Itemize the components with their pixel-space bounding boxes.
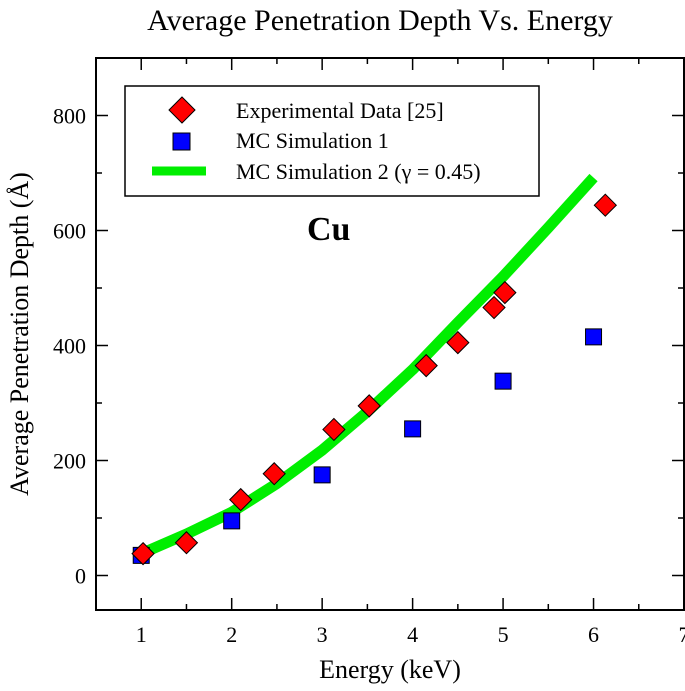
x-tick-label: 6 <box>588 622 599 647</box>
legend-label-experimental: Experimental Data [25] <box>236 98 444 123</box>
data-point-experimental <box>493 280 517 305</box>
data-point-experimental <box>174 531 199 555</box>
x-tick-label: 5 <box>498 622 509 647</box>
y-axis-label: Average Penetration Depth (Å) <box>5 172 34 496</box>
data-point-mc1 <box>404 420 422 438</box>
data-point-mc1 <box>585 328 603 346</box>
data-point-mc1 <box>494 372 512 390</box>
data-point-experimental <box>446 330 470 355</box>
x-axis-label: Energy (keV) <box>319 655 461 684</box>
annotation-cu: Cu <box>307 211 350 248</box>
legend-label-mc2: MC Simulation 2 (γ = 0.45) <box>236 159 481 184</box>
legend-label-mc1: MC Simulation 1 <box>236 128 389 153</box>
data-point-experimental <box>593 193 618 217</box>
x-tick-label: 7 <box>679 622 685 647</box>
plot-frame <box>95 57 685 611</box>
legend-square-icon <box>172 132 191 151</box>
legend-box <box>124 85 540 197</box>
x-tick-label: 2 <box>226 622 237 647</box>
data-point-experimental <box>262 462 286 486</box>
data-point-experimental <box>482 295 506 320</box>
data-point-experimental <box>131 541 155 566</box>
legend-diamond-icon <box>168 96 196 124</box>
x-tick-label: 3 <box>317 622 328 647</box>
x-tick-label: 1 <box>136 622 147 647</box>
y-tick-label: 800 <box>53 104 86 129</box>
data-point-experimental <box>357 394 381 418</box>
series-layer <box>131 173 618 566</box>
legend: Experimental Data [25] MC Simulation 1 M… <box>124 85 540 197</box>
y-tick-label: 0 <box>75 564 86 589</box>
data-point-mc1 <box>223 512 241 530</box>
data-point-mc1 <box>313 466 331 484</box>
y-tick-label: 400 <box>53 334 86 359</box>
y-tick-label: 600 <box>53 219 86 244</box>
data-point-experimental <box>414 353 438 378</box>
data-point-experimental <box>322 417 346 442</box>
series-line-mc2 <box>139 173 598 559</box>
y-tick-label: 200 <box>53 449 86 474</box>
x-tick-label: 4 <box>407 622 418 647</box>
data-point-experimental <box>229 487 253 512</box>
chart-title: Average Penetration Depth Vs. Energy <box>147 4 613 37</box>
tick-group: 1 2 3 4 5 6 7 0 200 400 600 800 <box>53 57 685 647</box>
